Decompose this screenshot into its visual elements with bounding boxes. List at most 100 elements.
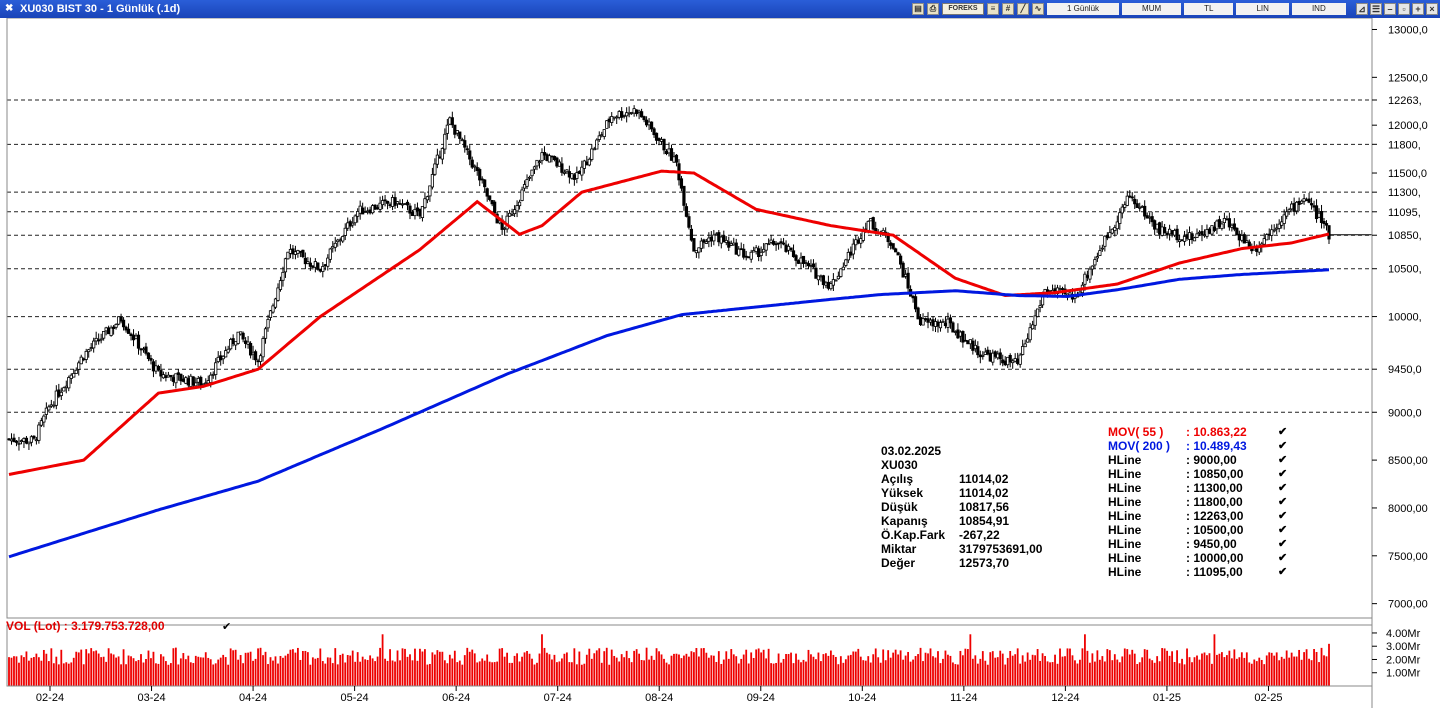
legend-check-icon[interactable]: ✔ [1278, 510, 1288, 522]
candle-body [415, 207, 420, 212]
maximize-button[interactable]: + [1412, 3, 1424, 15]
volume-bar [419, 648, 421, 686]
candle-body [388, 204, 392, 206]
candle-body [580, 166, 584, 176]
volume-bar [638, 653, 641, 686]
candle-body [94, 337, 98, 342]
candle-body [37, 424, 41, 441]
volume-bar [292, 649, 294, 686]
candle-body [253, 351, 258, 361]
candle-body [348, 221, 352, 227]
legend-check-icon[interactable]: ✔ [1278, 566, 1288, 578]
volume-bar [523, 652, 526, 686]
volume-bar [379, 647, 381, 686]
volume-bar [97, 653, 100, 686]
candle-body [976, 346, 980, 356]
volume-bar [1069, 648, 1071, 686]
volume-bar [934, 657, 937, 686]
legend-row: HLine: 10000,00 ✔ [1108, 551, 1292, 565]
grid-icon[interactable]: # [1002, 3, 1014, 15]
pin-icon[interactable]: ⊿ [1356, 3, 1368, 15]
volume-bar [1201, 653, 1203, 686]
restore-button[interactable]: ▫ [1398, 3, 1410, 15]
legend-check-icon[interactable]: ✔ [1278, 482, 1288, 494]
price-chart[interactable]: 7000,00 7500,00 8000,00 8500,00 9000,0 9450,0… [0, 18, 1440, 726]
legend-check-icon[interactable]: ✔ [1278, 468, 1288, 480]
volume-bar [832, 654, 835, 686]
volume-bar [553, 654, 556, 686]
candle-body [246, 341, 250, 345]
minimize-button[interactable]: – [1384, 3, 1396, 15]
settings-icon[interactable]: ☰ [1370, 3, 1382, 15]
info-value: 3179753691,00 [959, 542, 1043, 556]
candle-body [229, 339, 233, 350]
legend-check-icon[interactable]: ✔ [1278, 538, 1288, 550]
candle-body [286, 251, 290, 260]
volume-bar [750, 652, 753, 686]
candle-body [244, 340, 248, 344]
candle-body [398, 203, 402, 205]
volume-bar [456, 662, 459, 686]
candle-body [1267, 233, 1271, 236]
volume-bar [1024, 661, 1027, 686]
period-selector[interactable]: 1 Günlük [1047, 3, 1120, 15]
bars-icon[interactable]: ≡ [987, 3, 999, 15]
candle-body [1237, 233, 1241, 241]
volume-bar [1318, 662, 1320, 686]
volume-bar [815, 659, 817, 686]
legend-value: : 11300,00 [1186, 481, 1243, 495]
volume-bar [90, 648, 93, 686]
candle-body [1013, 358, 1017, 362]
volume-bar [580, 664, 583, 686]
volume-bar [1176, 650, 1178, 686]
y-tick-label: 8500,00 [1388, 455, 1428, 467]
candle-body [121, 319, 126, 328]
legend-check-icon[interactable]: ✔ [1278, 426, 1288, 438]
candle-body [687, 216, 691, 228]
legend-check-icon[interactable]: ✔ [1278, 440, 1288, 452]
volume-bar [1203, 652, 1206, 686]
indicator-selector[interactable]: IND [1291, 3, 1346, 15]
candle-body [610, 116, 614, 123]
legend-check-icon[interactable]: ✔ [1278, 552, 1288, 564]
scale-selector[interactable]: LIN [1236, 3, 1289, 15]
candle-body [1322, 220, 1326, 224]
close-button[interactable]: × [1426, 3, 1438, 15]
candle-body [1163, 227, 1167, 234]
draw-line-icon[interactable]: ╱ [1017, 3, 1029, 15]
currency-selector[interactable]: TL [1184, 3, 1234, 15]
candle-body [378, 202, 382, 210]
volume-check-icon[interactable]: ✔ [222, 621, 232, 633]
candle-body [151, 361, 156, 372]
volume-bar [468, 651, 471, 686]
save-icon[interactable]: ▤ [912, 3, 924, 15]
volume-bar [371, 658, 374, 686]
legend-check-icon[interactable]: ✔ [1278, 454, 1288, 466]
volume-bar [790, 652, 792, 686]
volume-bar [316, 657, 319, 686]
candle-body [199, 376, 203, 387]
forex-badge[interactable]: FOREKS [942, 3, 984, 15]
volume-bar [673, 653, 675, 686]
trend-icon[interactable]: ∿ [1032, 3, 1044, 15]
legend-check-icon[interactable]: ✔ [1278, 496, 1288, 508]
volume-bar [720, 663, 723, 686]
legend-check-icon[interactable]: ✔ [1278, 524, 1288, 536]
volume-bar [209, 659, 212, 686]
candle-body [1175, 228, 1179, 241]
chart-type-selector[interactable]: MUM [1122, 3, 1182, 15]
app-menu-icon[interactable]: ✖ [5, 3, 14, 14]
chart-background [0, 18, 1440, 726]
volume-bar [902, 659, 905, 686]
candle-body [899, 255, 903, 265]
volume-bar [1153, 662, 1156, 686]
volume-bar [702, 648, 705, 686]
candle-body [278, 280, 283, 290]
candle-body [1100, 247, 1104, 250]
candle-body [906, 272, 910, 289]
candle-body [1085, 275, 1090, 278]
print-icon[interactable]: ⎙ [927, 3, 939, 15]
candle-body [17, 442, 21, 445]
volume-bar [710, 655, 713, 686]
candle-body [22, 437, 26, 442]
